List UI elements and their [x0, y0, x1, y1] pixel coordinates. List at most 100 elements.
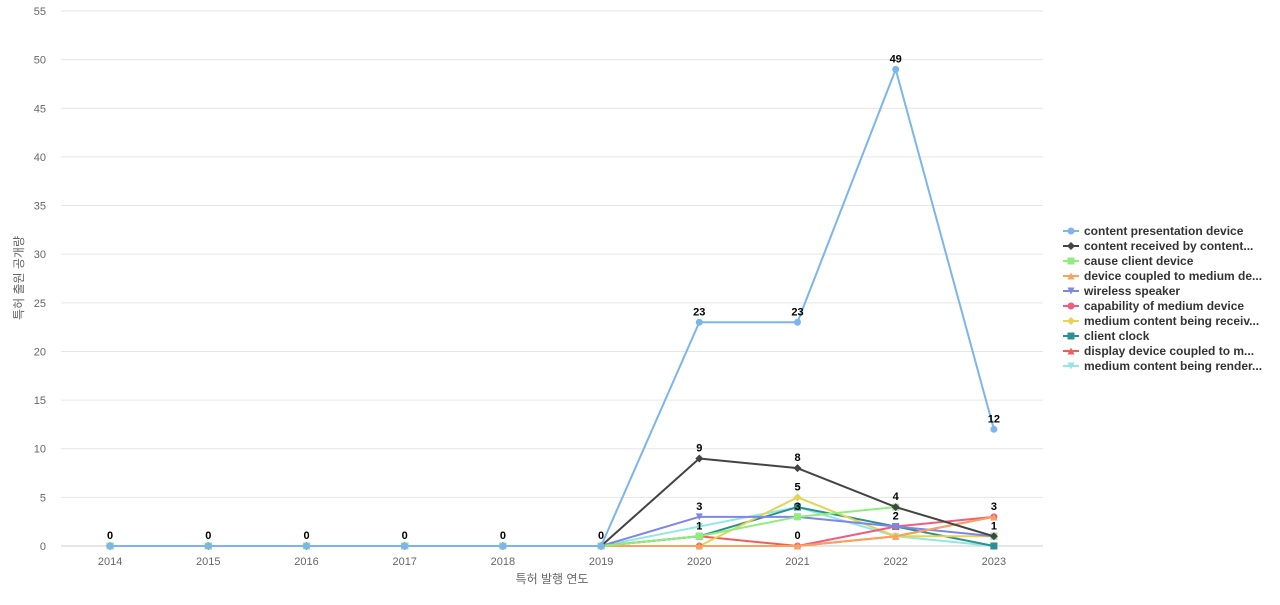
y-tick-label: 5 — [40, 492, 46, 504]
series-line[interactable] — [110, 515, 994, 547]
series-group — [106, 65, 998, 550]
data-point-marker[interactable] — [794, 318, 801, 326]
series-line[interactable] — [110, 515, 995, 547]
data-label: 0 — [402, 530, 408, 542]
y-axis-ticks: 0 5 10 15 20 25 30 35 40 45 50 55 — [34, 6, 46, 553]
legend-label: device coupled to medium de... — [1084, 269, 1262, 283]
y-tick-label: 20 — [34, 346, 46, 358]
legend-label: medium content being render... — [1084, 359, 1262, 373]
legend-item[interactable]: wireless speaker — [1063, 284, 1180, 298]
data-point-marker — [1067, 272, 1075, 280]
legend-item[interactable]: client clock — [1063, 329, 1150, 343]
y-tick-label: 55 — [34, 6, 46, 18]
data-point-marker[interactable] — [695, 454, 704, 463]
legend-item[interactable]: medium content being render... — [1063, 359, 1262, 373]
series-line[interactable] — [110, 515, 994, 547]
data-point-marker[interactable] — [597, 542, 605, 550]
series-line[interactable] — [110, 68, 995, 547]
data-label: 3 — [696, 501, 702, 513]
data-point-marker — [1067, 347, 1075, 355]
x-tick-label: 2019 — [589, 556, 613, 568]
data-point-marker[interactable] — [695, 513, 703, 521]
legend-item[interactable]: content presentation device — [1063, 224, 1244, 238]
data-label: 4 — [893, 491, 900, 503]
y-tick-label: 35 — [34, 201, 46, 213]
data-label: 5 — [794, 481, 800, 493]
data-label: 1 — [991, 520, 997, 532]
data-point-marker[interactable] — [695, 523, 703, 531]
data-label: 23 — [693, 306, 705, 318]
data-label: 3 — [794, 501, 800, 513]
data-point-marker[interactable] — [793, 493, 802, 502]
legend-label: client clock — [1084, 329, 1150, 343]
data-point-marker[interactable] — [990, 513, 998, 521]
x-axis-title: 특허 발행 연도 — [516, 571, 589, 586]
legend-label: medium content being receiv... — [1084, 314, 1259, 328]
data-point-marker — [1067, 317, 1075, 325]
legend-item[interactable]: capability of medium device — [1063, 299, 1244, 313]
x-tick-label: 2016 — [294, 556, 318, 568]
data-label: 0 — [107, 530, 113, 542]
legend-item[interactable]: device coupled to medium de... — [1063, 269, 1262, 283]
data-point-marker[interactable] — [499, 542, 507, 550]
legend-label: wireless speaker — [1083, 284, 1180, 298]
x-tick-label: 2022 — [883, 556, 907, 568]
data-point-marker[interactable] — [695, 542, 703, 550]
legend-item[interactable]: content received by content... — [1063, 239, 1253, 253]
data-point-marker — [1067, 287, 1075, 295]
x-tick-label: 2017 — [392, 556, 416, 568]
data-point-marker — [1067, 332, 1075, 340]
data-point-marker[interactable] — [695, 318, 703, 326]
y-tick-label: 50 — [34, 55, 46, 67]
legend-item[interactable]: display device coupled to m... — [1063, 344, 1254, 358]
data-point-marker[interactable] — [794, 503, 801, 511]
y-tick-label: 15 — [34, 395, 46, 407]
data-point-marker[interactable] — [204, 542, 212, 550]
data-point-marker — [1067, 242, 1075, 250]
data-point-marker[interactable] — [106, 542, 114, 550]
y-tick-label: 25 — [34, 298, 46, 310]
data-point-marker[interactable] — [794, 513, 801, 521]
data-label: 9 — [696, 442, 702, 454]
data-label: 0 — [205, 530, 211, 542]
data-point-marker[interactable] — [990, 542, 998, 550]
legend-item[interactable]: cause client device — [1063, 254, 1194, 268]
legend-label: display device coupled to m... — [1084, 344, 1254, 358]
data-point-marker[interactable] — [793, 464, 802, 473]
legend-label: cause client device — [1084, 254, 1194, 268]
series-line[interactable] — [110, 515, 995, 547]
data-label: 12 — [988, 413, 1000, 425]
series-group — [106, 513, 998, 550]
data-label: 8 — [794, 452, 800, 464]
x-tick-label: 2023 — [982, 556, 1006, 568]
x-axis-ticks: 2014 2015 2016 2017 2018 2019 2020 2021 2022 2023 — [98, 556, 1006, 568]
x-tick-label: 2014 — [98, 556, 122, 568]
data-point-marker — [1067, 302, 1075, 310]
data-label: 23 — [791, 306, 803, 318]
data-point-marker[interactable] — [891, 503, 900, 512]
data-point-marker[interactable] — [892, 523, 900, 531]
series-group — [106, 493, 998, 550]
y-tick-label: 0 — [40, 541, 46, 553]
data-point-marker[interactable] — [892, 65, 900, 73]
data-point-marker[interactable] — [401, 542, 409, 550]
data-point-marker[interactable] — [695, 532, 703, 540]
series-group — [106, 513, 998, 550]
y-tick-label: 40 — [34, 152, 46, 164]
x-tick-label: 2018 — [491, 556, 515, 568]
legend-item[interactable]: medium content being receiv... — [1063, 314, 1259, 328]
data-label: 49 — [890, 53, 902, 65]
data-point-marker[interactable] — [990, 425, 998, 433]
series-group — [106, 454, 998, 550]
data-point-marker[interactable] — [989, 532, 998, 541]
data-point-marker[interactable] — [794, 542, 801, 550]
data-point-marker[interactable] — [892, 532, 900, 540]
data-label: 0 — [303, 530, 309, 542]
x-tick-label: 2015 — [196, 556, 220, 568]
data-label: 1 — [696, 520, 702, 532]
data-point-marker[interactable] — [303, 542, 310, 550]
